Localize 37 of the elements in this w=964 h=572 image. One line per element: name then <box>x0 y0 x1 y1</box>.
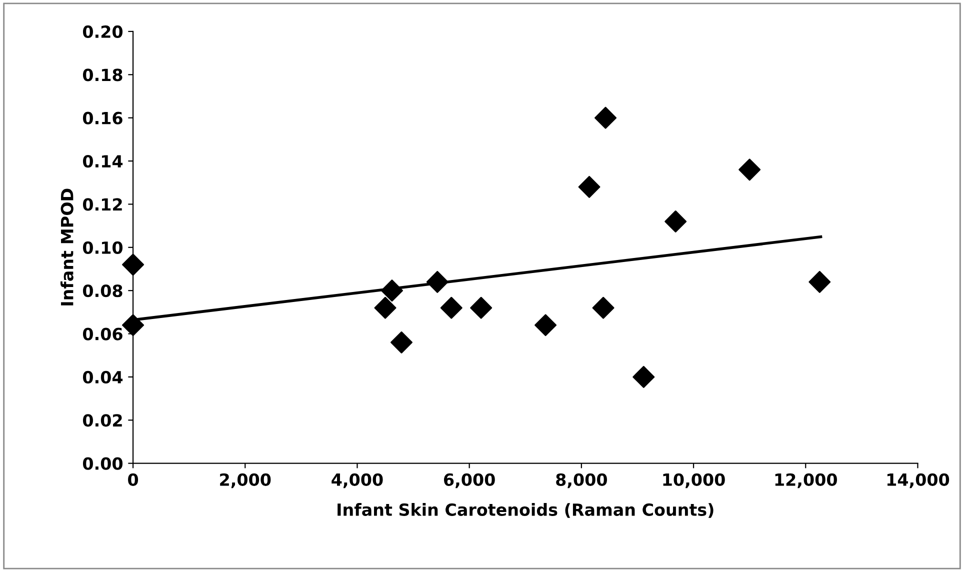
x-tick-label: 10,000 <box>663 473 725 488</box>
y-tick-label: 0.18 <box>82 68 122 82</box>
y-axis-title: Infant MPOD <box>60 188 74 306</box>
y-tick-label: 0.20 <box>82 25 123 38</box>
point <box>440 296 462 319</box>
x-tick-label: 6,000 <box>444 473 495 488</box>
y-tick-label: 0.02 <box>82 414 122 427</box>
point <box>380 280 403 302</box>
y-tick-label: 0.10 <box>82 241 123 254</box>
point <box>592 296 614 319</box>
point <box>664 210 687 232</box>
x-tick-label: 12,000 <box>775 473 837 488</box>
y-tick-label: 0.14 <box>82 154 123 168</box>
x-tick-label: 0 <box>128 473 138 486</box>
x-axis-title: Infant Skin Carotenoids (Raman Counts) <box>338 503 714 518</box>
x-tick-label: 4,000 <box>332 473 383 488</box>
y-tick-label: 0.12 <box>82 198 122 211</box>
point <box>122 254 144 276</box>
point <box>594 106 617 129</box>
point <box>632 366 655 388</box>
x-tick-label: 14,000 <box>887 473 950 488</box>
y-tick-label: 0.04 <box>82 370 123 384</box>
point <box>374 296 396 319</box>
y-tick-label: 0.16 <box>82 112 122 124</box>
point <box>738 158 761 181</box>
point <box>808 270 831 293</box>
x-tick-label: 8,000 <box>556 473 607 488</box>
y-tick-label: 0.08 <box>82 284 122 298</box>
y-tick-label: 0.00 <box>82 457 123 470</box>
point <box>426 270 448 293</box>
point <box>534 314 557 336</box>
y-tick-label: 0.06 <box>82 328 122 340</box>
point <box>470 296 492 319</box>
point <box>578 176 600 198</box>
point <box>122 314 144 336</box>
point <box>390 331 413 354</box>
x-tick-label: 2,000 <box>220 473 271 488</box>
